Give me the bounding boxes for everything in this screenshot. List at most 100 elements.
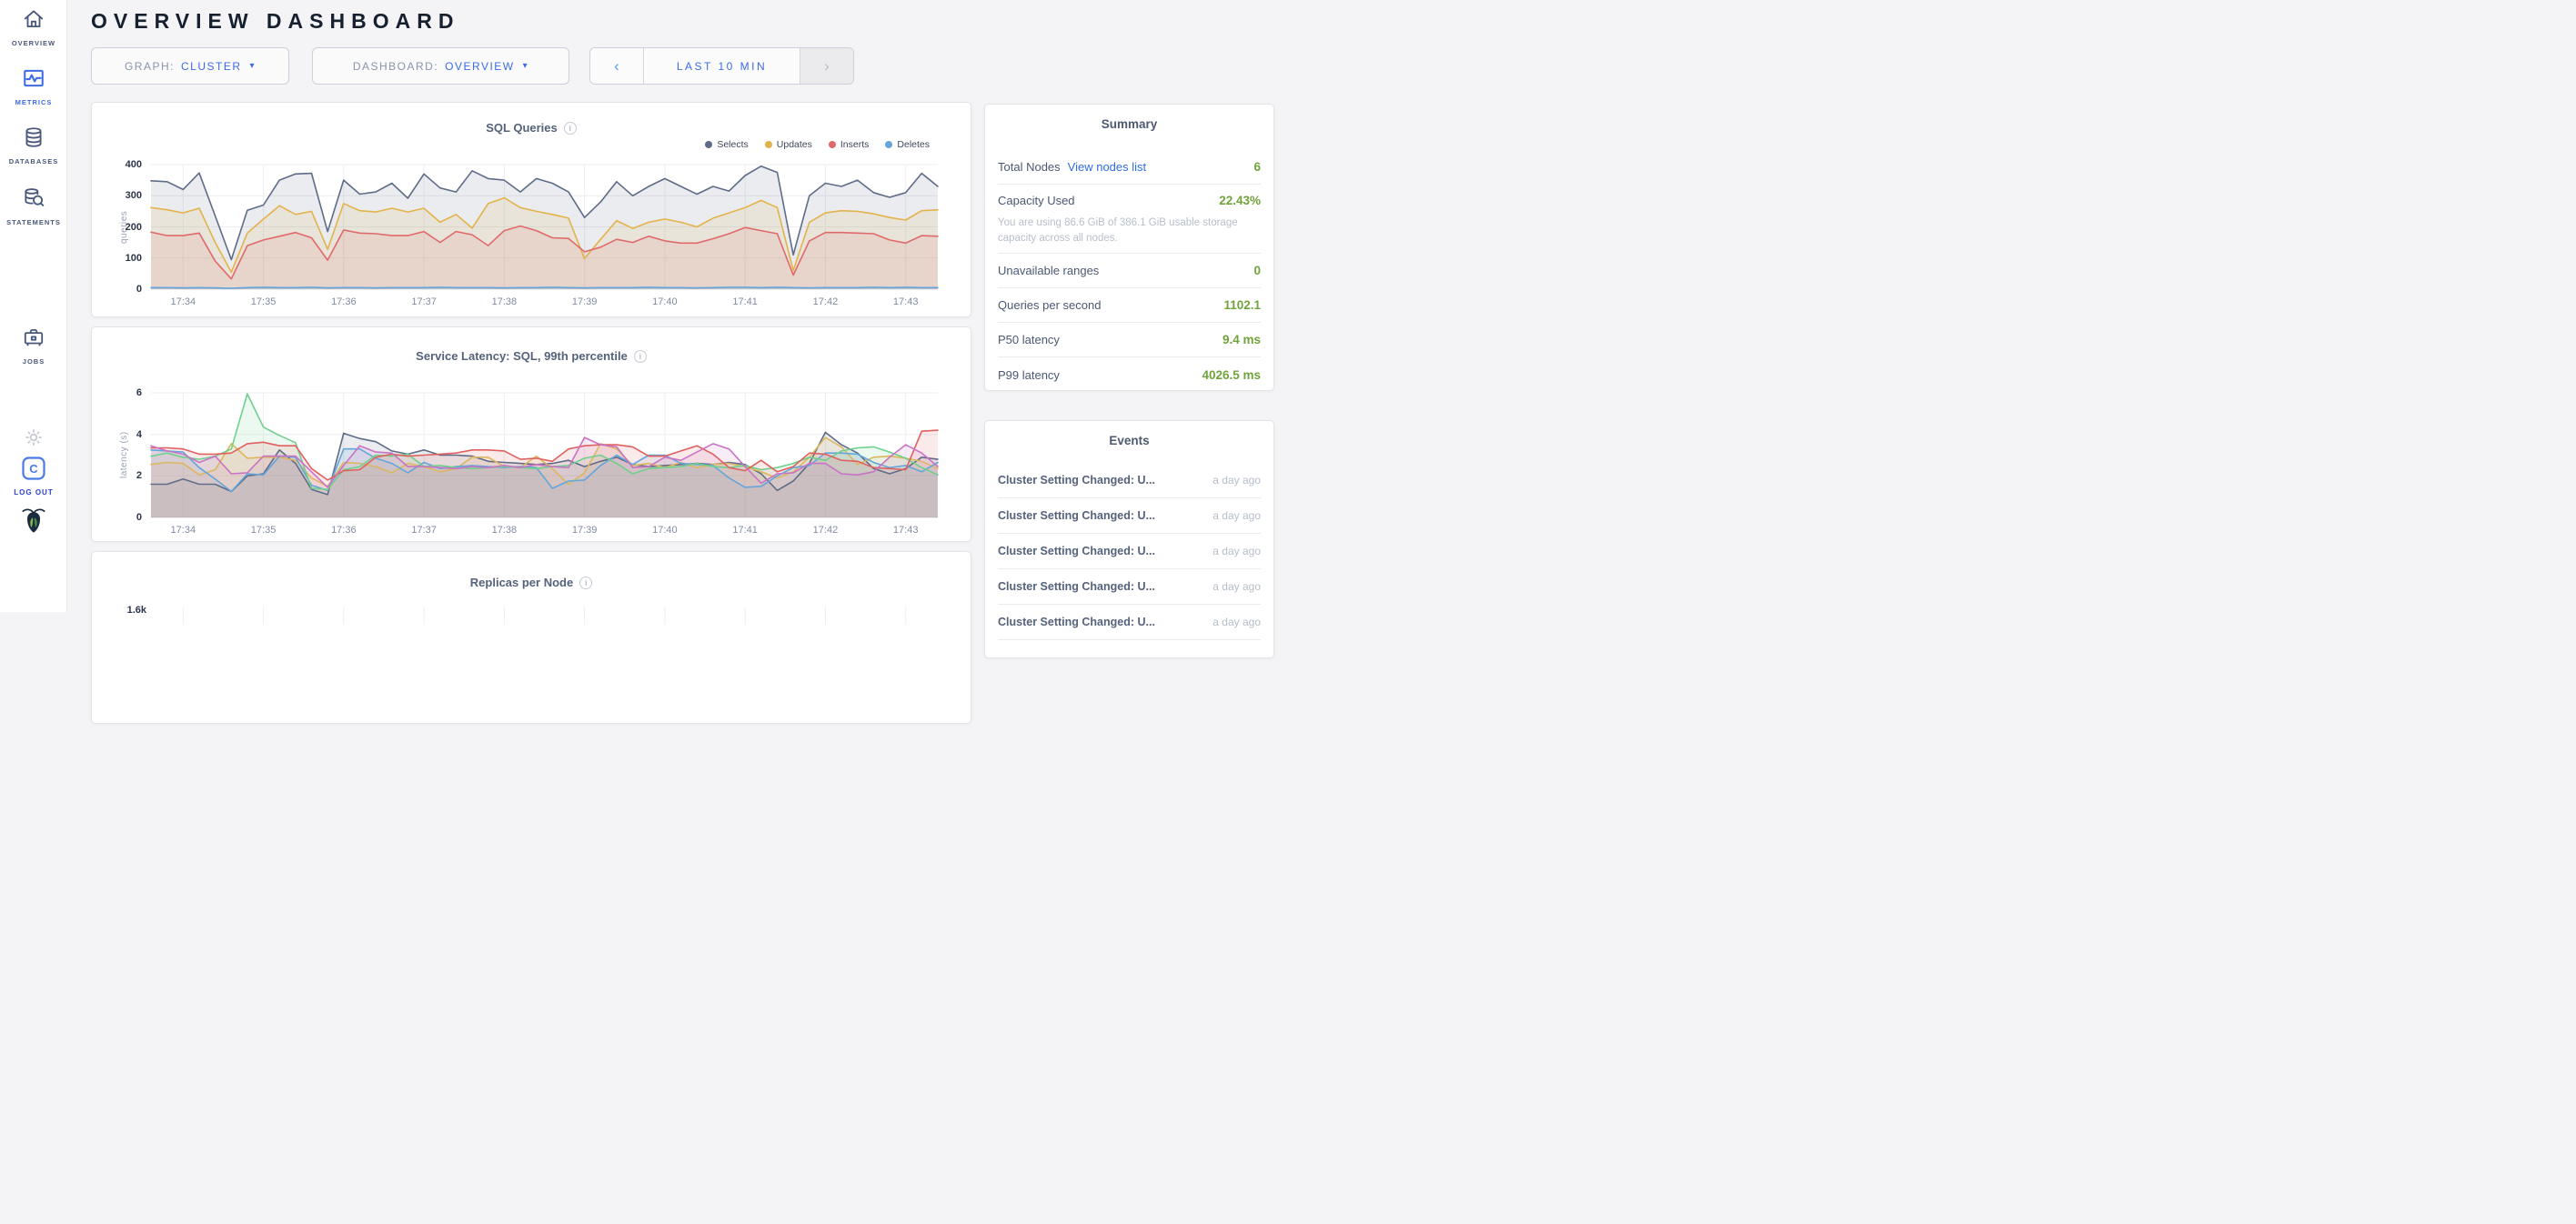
time-forward-button[interactable]: › bbox=[800, 48, 853, 84]
x-tick-label: 17:43 bbox=[892, 525, 919, 536]
dashboard-dropdown[interactable]: DASHBOARD: OVERVIEW ▾ bbox=[312, 47, 569, 85]
graph-dropdown-label: GRAPH: bbox=[124, 59, 175, 73]
page-title: OVERVIEW DASHBOARD bbox=[91, 9, 460, 33]
chart-title-row: Service Latency: SQL, 99th percentile i bbox=[92, 349, 971, 363]
overview-dashboard-page: { "header": { "title": "OVERVIEW DASHBOA… bbox=[0, 0, 1288, 724]
event-time: a day ago bbox=[1213, 474, 1261, 487]
controls-bar: GRAPH: CLUSTER ▾ DASHBOARD: OVERVIEW ▾ ‹… bbox=[0, 47, 1288, 85]
info-icon[interactable]: i bbox=[633, 349, 647, 363]
x-tick-label: 17:40 bbox=[652, 296, 678, 307]
chart-plot bbox=[150, 392, 939, 518]
summary-row-value: 9.4 ms bbox=[1222, 333, 1261, 347]
logout-c-icon: C bbox=[22, 456, 45, 485]
x-tick-label: 17:35 bbox=[250, 525, 277, 536]
jobs-icon bbox=[22, 326, 45, 354]
x-tick-label: 17:34 bbox=[170, 525, 196, 536]
databases-icon bbox=[22, 125, 45, 154]
y-axis-label: latency (s) bbox=[119, 431, 129, 479]
sidebar-item-overview[interactable]: OVERVIEW bbox=[0, 7, 67, 47]
y-tick-label: 400 bbox=[125, 159, 142, 170]
summary-row-5: P99 latency 4026.5 ms bbox=[998, 357, 1261, 392]
chart-title: Replicas per Node bbox=[469, 576, 574, 589]
y-tick-label: 0 bbox=[136, 284, 142, 295]
event-text: Cluster Setting Changed: U... bbox=[998, 616, 1155, 628]
gear-icon bbox=[24, 427, 44, 452]
summary-row-4: P50 latency 9.4 ms bbox=[998, 323, 1261, 358]
time-back-button[interactable]: ‹ bbox=[590, 48, 643, 84]
chart-legend: Selects Updates Inserts Deletes bbox=[705, 139, 930, 150]
y-tick-label: 300 bbox=[125, 190, 142, 202]
x-tick-label: 17:43 bbox=[892, 296, 919, 307]
legend-item-selects[interactable]: Selects bbox=[705, 139, 749, 150]
y-tick-label: 4 bbox=[136, 428, 142, 440]
event-text: Cluster Setting Changed: U... bbox=[998, 545, 1155, 557]
legend-label: Inserts bbox=[840, 139, 870, 150]
legend-dot bbox=[705, 141, 713, 148]
event-row[interactable]: Cluster Setting Changed: U... a day ago bbox=[998, 463, 1261, 498]
sidebar-item-label: METRICS bbox=[15, 98, 53, 106]
chart-plot bbox=[150, 164, 939, 290]
time-range-button[interactable]: LAST 10 MIN bbox=[643, 48, 800, 84]
sidebar-item-label: DATABASES bbox=[8, 157, 59, 166]
x-tick-label: 17:42 bbox=[812, 296, 839, 307]
sidebar-item-jobs[interactable]: JOBS bbox=[0, 326, 67, 366]
x-tick-label: 17:37 bbox=[411, 525, 437, 536]
x-tick-label: 17:37 bbox=[411, 296, 437, 307]
event-row[interactable]: Cluster Setting Changed: U... a day ago bbox=[998, 569, 1261, 605]
events-list: Cluster Setting Changed: U... a day ago Cl… bbox=[998, 463, 1261, 640]
legend-dot bbox=[828, 141, 836, 148]
cockroach-logo-icon bbox=[20, 506, 47, 539]
event-time: a day ago bbox=[1213, 509, 1261, 522]
svg-text:C: C bbox=[29, 462, 38, 476]
summary-row-3: Queries per second 1102.1 bbox=[998, 288, 1261, 324]
event-row[interactable]: Cluster Setting Changed: U... a day ago bbox=[998, 534, 1261, 569]
summary-row-value: 6 bbox=[1253, 160, 1261, 174]
event-row[interactable]: Cluster Setting Changed: U... a day ago bbox=[998, 498, 1261, 534]
event-time: a day ago bbox=[1213, 616, 1261, 628]
sidebar: OVERVIEW METRICS DATABASES STATEMENTS JOBS C L… bbox=[0, 0, 67, 612]
summary-row-label: Total Nodes bbox=[998, 160, 1061, 174]
summary-row-label: P99 latency bbox=[998, 367, 1060, 382]
legend-item-deletes[interactable]: Deletes bbox=[885, 139, 930, 150]
summary-row-label: Unavailable ranges bbox=[998, 264, 1100, 278]
y-tick-label: 100 bbox=[125, 252, 142, 264]
legend-item-updates[interactable]: Updates bbox=[764, 139, 812, 150]
sidebar-item-databases[interactable]: DATABASES bbox=[0, 125, 67, 166]
y-tick-label: 200 bbox=[125, 221, 142, 233]
dashboard-dropdown-value: OVERVIEW bbox=[445, 59, 515, 73]
summary-row-value: 22.43% bbox=[1219, 193, 1261, 207]
event-text: Cluster Setting Changed: U... bbox=[998, 580, 1155, 593]
sidebar-item-logout[interactable]: C LOG OUT bbox=[0, 456, 67, 497]
x-tick-label: 17:38 bbox=[491, 296, 518, 307]
legend-dot bbox=[764, 141, 772, 148]
statements-icon bbox=[22, 186, 45, 215]
event-text: Cluster Setting Changed: U... bbox=[998, 474, 1155, 487]
chart-title-row: Replicas per Node i bbox=[92, 576, 971, 589]
summary-row-1: Capacity Used 22.43% You are using 86.6 Gi… bbox=[998, 185, 1261, 255]
summary-row-2: Unavailable ranges 0 bbox=[998, 254, 1261, 289]
chart-card-replicas-per-node: Replicas per Node i 1.6k bbox=[91, 551, 971, 724]
time-range-selector: ‹ LAST 10 MIN › bbox=[589, 47, 854, 85]
sidebar-item-settings[interactable] bbox=[0, 427, 67, 452]
summary-row-subtext: You are using 86.6 GiB of 386.1 GiB usab… bbox=[998, 217, 1238, 244]
sidebar-item-statements[interactable]: STATEMENTS bbox=[0, 186, 67, 226]
dashboard-dropdown-label: DASHBOARD: bbox=[352, 59, 439, 73]
event-time: a day ago bbox=[1213, 580, 1261, 593]
x-tick-label: 17:36 bbox=[331, 296, 357, 307]
summary-rows: Total Nodes View nodes list 6 Capacity Used… bbox=[998, 150, 1261, 392]
info-icon[interactable]: i bbox=[579, 576, 593, 589]
events-title: Events bbox=[1109, 434, 1150, 447]
event-row[interactable]: Cluster Setting Changed: U... a day ago bbox=[998, 605, 1261, 640]
view-nodes-list-link[interactable]: View nodes list bbox=[1067, 160, 1147, 174]
x-tick-label: 17:41 bbox=[732, 525, 758, 536]
graph-dropdown[interactable]: GRAPH: CLUSTER ▾ bbox=[91, 47, 289, 85]
event-time: a day ago bbox=[1213, 545, 1261, 557]
legend-item-inserts[interactable]: Inserts bbox=[828, 139, 870, 150]
summary-row-value: 4026.5 ms bbox=[1202, 367, 1261, 382]
chevron-down-icon: ▾ bbox=[522, 61, 529, 71]
info-icon[interactable]: i bbox=[563, 121, 577, 135]
sidebar-item-metrics[interactable]: METRICS bbox=[0, 66, 67, 106]
sidebar-item-label: JOBS bbox=[22, 357, 45, 366]
home-icon bbox=[22, 7, 45, 35]
summary-row-label: Capacity Used bbox=[998, 193, 1075, 207]
